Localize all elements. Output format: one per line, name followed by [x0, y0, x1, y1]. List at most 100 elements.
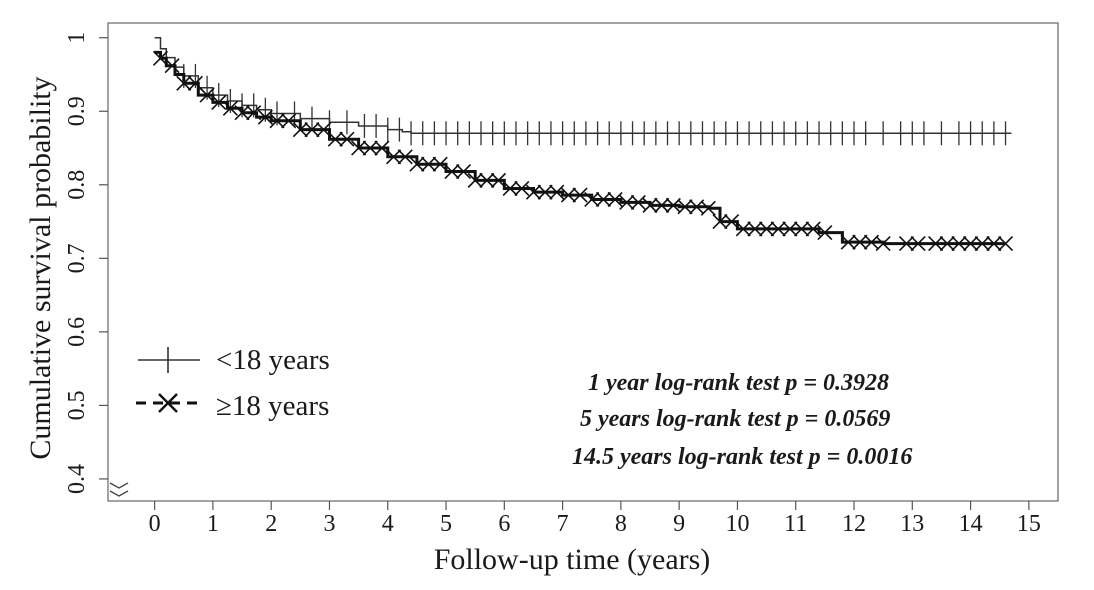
censor-mark-x	[724, 213, 740, 230]
censor-mark-x	[549, 184, 565, 200]
censor-mark-x	[152, 50, 169, 66]
y-tick-label: 0.6	[64, 317, 90, 347]
censor-mark-x	[951, 236, 967, 252]
censor-mark-x	[292, 122, 308, 138]
censor-mark-x	[234, 105, 250, 121]
y-tick-label: 0.4	[64, 464, 90, 494]
annotation-14-5-years: 14.5 years log-rank test p = 0.0016	[572, 444, 912, 470]
censor-mark-x	[572, 187, 588, 203]
censor-mark-x	[852, 234, 868, 250]
censor-mark-x	[187, 75, 203, 91]
censor-mark-x	[316, 122, 332, 138]
legend-label-18-and-over: ≥18 years	[216, 390, 329, 422]
censor-mark-x	[793, 221, 810, 237]
censor-mark-x	[257, 109, 273, 125]
y-axis-title: Cumulative survival probability	[24, 76, 57, 459]
x-tick-label: 4	[382, 511, 394, 537]
x-tick-label: 10	[725, 511, 749, 537]
censor-mark-x	[362, 140, 378, 156]
x-tick-label: 7	[557, 511, 569, 537]
x-tick-label: 14	[959, 511, 983, 537]
censor-mark-x	[502, 180, 518, 197]
censor-mark-x	[642, 197, 658, 213]
censor-mark-x	[817, 225, 833, 241]
legend-item-18-and-over: ≥18 years	[136, 390, 329, 422]
censor-mark-x	[560, 187, 576, 203]
censor-mark-x	[386, 149, 402, 165]
survival-curve-line	[154, 50, 1006, 246]
y-tick-label: 1	[64, 32, 90, 44]
censor-mark-x	[327, 131, 343, 147]
x-tick-label: 12	[842, 511, 866, 537]
censor-mark-x	[759, 221, 775, 237]
censor-mark-x	[619, 194, 635, 210]
censor-mark-x	[939, 236, 955, 252]
censor-mark-x	[339, 131, 355, 147]
x-tick-label: 9	[673, 511, 685, 537]
censor-mark-x	[176, 75, 192, 91]
censor-mark-x	[304, 122, 320, 138]
censor-mark-x	[222, 100, 238, 116]
x-axis-title: Follow-up time (years)	[434, 543, 711, 576]
censor-mark-x	[514, 180, 530, 197]
censor-mark-x	[525, 184, 542, 200]
censor-mark-x	[782, 221, 798, 237]
legend-x-marker-icon-stroke	[158, 393, 178, 413]
censor-mark-x	[281, 113, 297, 129]
series-under-18	[154, 36, 1012, 146]
censor-mark-x	[677, 199, 693, 215]
censor-mark-x	[490, 172, 507, 188]
plot-frame	[107, 22, 1059, 502]
x-tick-label: 3	[323, 511, 335, 537]
legend-label-under-18: <18 years	[216, 344, 330, 376]
censor-mark-x	[898, 236, 915, 252]
x-tick-label: 13	[900, 511, 924, 537]
axis-break-mark	[109, 490, 129, 497]
censor-mark-x	[444, 163, 460, 180]
y-tick-label: 0.7	[64, 243, 90, 273]
censor-mark-x	[974, 236, 990, 252]
censor-mark-x	[747, 221, 763, 237]
censor-mark-x	[630, 194, 646, 210]
x-tick-label: 8	[615, 511, 627, 537]
censor-mark-x	[269, 113, 285, 129]
censor-mark-x	[537, 184, 553, 200]
x-tick-label: 5	[440, 511, 452, 537]
censor-mark-x	[397, 149, 413, 165]
censor-mark-x	[432, 156, 448, 172]
annotation-1-year: 1 year log-rank test p = 0.3928	[588, 370, 889, 396]
censor-mark-x	[928, 236, 944, 252]
x-tick-label: 0	[149, 511, 161, 537]
censor-mark-x	[910, 236, 926, 252]
annotations: 1 year log-rank test p = 0.3928 5 years …	[572, 370, 912, 470]
y-tick-label: 0.9	[64, 96, 90, 126]
censor-mark-x	[374, 140, 390, 156]
x-tick-label: 6	[498, 511, 510, 537]
censor-mark-x	[986, 236, 1002, 252]
series-18-and-over	[152, 50, 1014, 252]
censor-mark-x	[963, 236, 979, 252]
x-tick-label: 1	[207, 511, 219, 537]
censor-mark-x	[351, 140, 367, 156]
y-axis: 0.4 0.5 0.6 0.7 0.8 0.9 1	[64, 32, 108, 494]
censor-mark-x	[409, 156, 425, 172]
x-tick-label: 2	[265, 511, 277, 537]
censor-mark-x	[420, 156, 437, 172]
axis-break-icon	[109, 482, 129, 497]
censor-mark-x	[607, 191, 623, 208]
y-tick-label: 0.8	[64, 170, 90, 200]
censor-mark-x	[584, 191, 600, 208]
censor-mark-x	[455, 163, 472, 180]
censor-mark-x	[467, 172, 483, 188]
censor-mark-x	[712, 213, 728, 230]
x-axis: 0 1 2 3 4 5 6 7 8 9 10 11 12 13 14 15	[149, 501, 1041, 537]
x-tick-label: 15	[1017, 511, 1041, 537]
y-tick-label: 0.5	[64, 390, 90, 420]
censor-mark-x	[199, 87, 215, 103]
censor-mark-x	[595, 191, 611, 208]
censor-mark-x	[700, 200, 716, 216]
annotation-5-years: 5 years log-rank test p = 0.0569	[580, 406, 890, 432]
survival-curve-line	[154, 36, 1012, 135]
